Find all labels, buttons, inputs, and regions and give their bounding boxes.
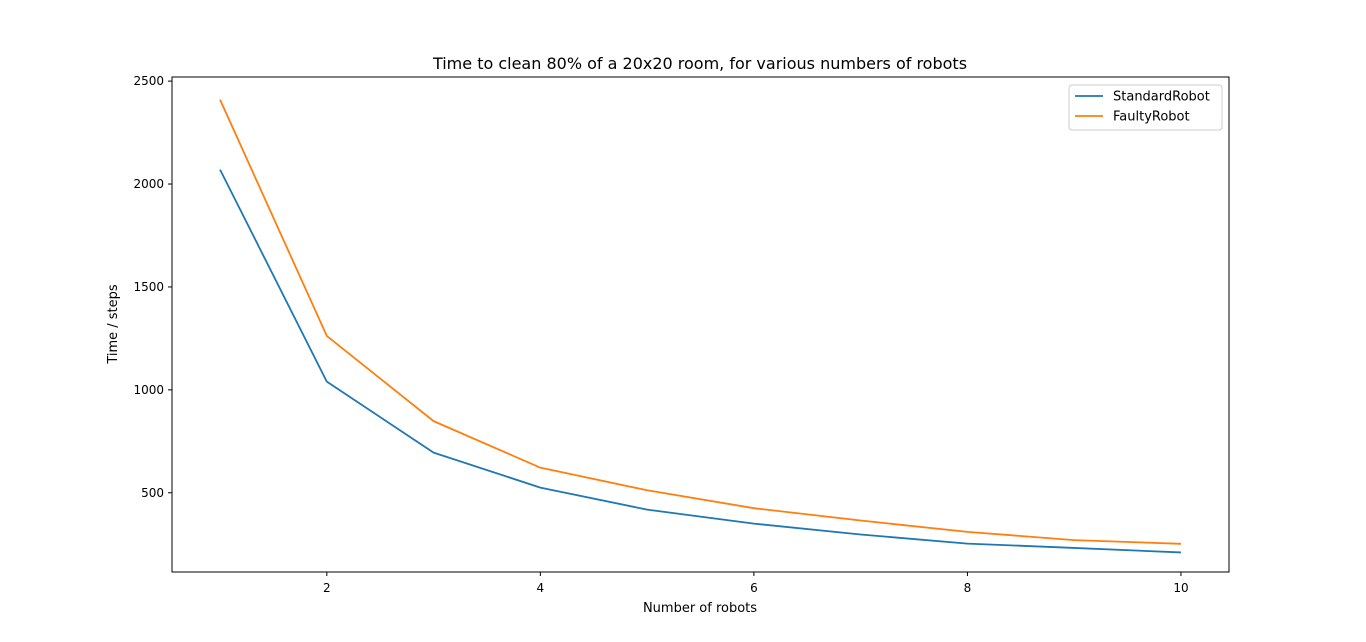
y-tick-label: 1000 xyxy=(133,383,164,397)
y-tick-label: 2000 xyxy=(133,177,164,191)
x-axis: 2 4 6 8 10 xyxy=(323,572,1189,595)
legend-label-StandardRobot: StandardRobot xyxy=(1113,90,1210,105)
x-tick-label: 6 xyxy=(750,581,758,595)
y-axis-label: Time / steps xyxy=(106,284,121,365)
series-line-FaultyRobot xyxy=(219,99,1181,545)
y-tick-label: 2500 xyxy=(133,74,164,88)
chart-title: Time to clean 80% of a 20x20 room, for v… xyxy=(432,54,967,73)
legend-box xyxy=(1068,84,1223,131)
y-tick-label: 500 xyxy=(141,486,164,500)
x-tick-label: 8 xyxy=(964,581,972,595)
x-axis-label: Number of robots xyxy=(643,601,757,616)
plot-area xyxy=(219,99,1181,554)
axes-frame xyxy=(171,76,1230,573)
series-line-StandardRobot xyxy=(219,169,1181,554)
legend: StandardRobot FaultyRobot xyxy=(1068,84,1223,131)
y-axis: 500 1000 1500 2000 2500 xyxy=(133,74,172,500)
x-tick-label: 4 xyxy=(537,581,545,595)
x-tick-label: 10 xyxy=(1173,581,1188,595)
y-tick-label: 1500 xyxy=(133,280,164,294)
x-tick-label: 2 xyxy=(323,581,331,595)
legend-label-FaultyRobot: FaultyRobot xyxy=(1113,110,1190,125)
